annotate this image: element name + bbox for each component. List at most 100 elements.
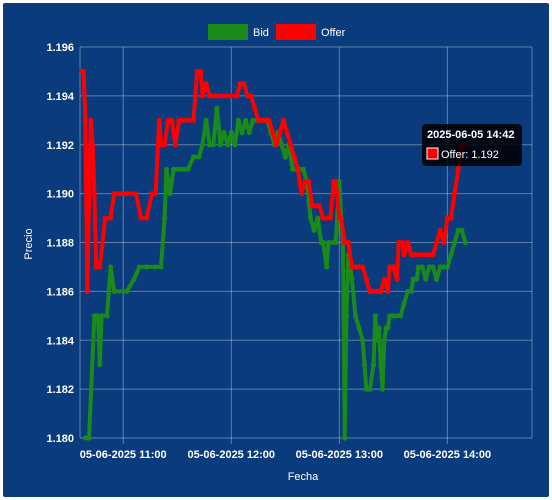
- data-point-bid: [307, 215, 314, 221]
- data-point-offer: [255, 117, 261, 123]
- data-point-bid: [181, 166, 188, 172]
- data-point-offer: [396, 239, 402, 246]
- data-point-offer: [270, 129, 276, 136]
- data-point-bid: [217, 142, 224, 148]
- legend-label-bid: Bid: [253, 27, 269, 39]
- data-point-bid: [162, 215, 168, 221]
- data-point-offer: [198, 68, 204, 75]
- data-point-offer: [149, 191, 155, 197]
- data-point-offer: [138, 215, 144, 221]
- data-point-bid: [419, 264, 425, 270]
- data-point-offer: [378, 288, 384, 294]
- legend[interactable]: Bid Offer: [208, 24, 346, 40]
- data-point-bid: [111, 288, 117, 294]
- data-point-offer: [367, 288, 373, 294]
- data-point-offer: [451, 191, 458, 197]
- data-point-offer: [91, 191, 98, 197]
- data-point-offer: [381, 276, 387, 282]
- data-point-offer: [345, 239, 351, 246]
- data-point-offer: [156, 117, 162, 123]
- data-point-offer: [280, 117, 287, 123]
- data-point-offer: [302, 178, 308, 185]
- data-point-offer: [309, 203, 315, 209]
- x-tick-label: 05-06-2025 12:00: [188, 449, 275, 461]
- data-point-bid: [426, 264, 432, 270]
- data-point-bid: [408, 288, 414, 294]
- data-point-offer: [394, 276, 400, 282]
- data-point-offer: [266, 117, 272, 123]
- y-tick-label: 1.184: [46, 335, 74, 347]
- data-point-bid: [324, 264, 330, 270]
- data-point-offer: [97, 264, 103, 270]
- tooltip-title: 2025-06-05 14:42: [427, 129, 514, 141]
- y-tick-label: 1.188: [46, 238, 74, 250]
- data-point-offer: [176, 117, 182, 123]
- data-point-bid: [232, 142, 238, 148]
- legend-item-bid[interactable]: Bid: [208, 24, 269, 40]
- data-point-offer: [415, 252, 422, 258]
- data-point-bid: [376, 325, 382, 331]
- data-point-bid: [250, 117, 256, 123]
- data-point-bid: [124, 288, 130, 294]
- data-point-offer: [223, 93, 229, 99]
- data-point-offer: [349, 264, 355, 270]
- data-point-offer: [262, 117, 269, 123]
- x-tick-label: 05-06-2025 11:00: [80, 449, 167, 461]
- y-tick-label: 1.196: [46, 42, 74, 54]
- data-point-offer: [199, 93, 206, 99]
- data-point-bid: [300, 166, 306, 172]
- data-point-offer: [82, 117, 89, 123]
- data-point-bid: [207, 142, 213, 148]
- data-point-bid: [363, 386, 369, 392]
- data-point-bid: [401, 300, 407, 307]
- data-point-bid: [131, 276, 137, 282]
- x-axis-ticks: 05-06-2025 11:00 05-06-2025 12:00 05-06-20…: [80, 449, 491, 461]
- legend-swatch-bid: [208, 24, 248, 40]
- data-point-offer: [298, 191, 305, 197]
- data-point-offer: [363, 276, 369, 282]
- data-point-bid: [176, 166, 182, 172]
- data-point-offer: [374, 288, 380, 294]
- data-point-bid: [462, 239, 468, 246]
- data-point-bid: [97, 362, 103, 368]
- data-point-bid: [203, 117, 209, 123]
- data-point-offer: [455, 166, 461, 172]
- data-point-bid: [444, 264, 450, 270]
- data-point-bid: [311, 227, 317, 233]
- data-point-offer: [444, 215, 450, 221]
- data-point-bid: [394, 313, 400, 319]
- data-point-offer: [180, 117, 186, 123]
- data-point-offer: [133, 191, 139, 197]
- data-point-offer: [88, 117, 94, 123]
- data-point-bid: [86, 435, 92, 441]
- data-point-bid: [243, 117, 249, 123]
- data-point-bid: [441, 264, 447, 270]
- data-point-offer: [212, 93, 218, 99]
- data-point-offer: [320, 215, 326, 221]
- data-point-bid: [459, 227, 465, 233]
- data-point-offer: [356, 264, 362, 270]
- tooltip-box: [422, 124, 522, 166]
- data-point-bid: [136, 264, 143, 270]
- data-point-offer: [165, 117, 171, 123]
- data-point-offer: [370, 288, 377, 294]
- data-point-bid: [199, 142, 206, 148]
- data-point-offer: [419, 252, 425, 258]
- legend-item-offer[interactable]: Offer: [276, 24, 346, 40]
- tooltip-label: Offer: 1.192: [441, 149, 499, 161]
- data-point-offer: [241, 81, 247, 87]
- data-point-offer: [401, 252, 407, 258]
- data-point-bid: [415, 264, 422, 270]
- data-point-offer: [316, 203, 323, 209]
- data-point-bid: [349, 276, 355, 282]
- data-point-bid: [210, 142, 216, 148]
- data-point-offer: [194, 68, 200, 75]
- data-point-bid: [99, 313, 105, 319]
- data-point-bid: [387, 313, 393, 319]
- data-point-bid: [455, 227, 461, 233]
- data-point-bid: [423, 276, 429, 282]
- data-point-bid: [437, 264, 443, 270]
- data-point-offer: [234, 93, 240, 99]
- data-point-bid: [185, 166, 191, 172]
